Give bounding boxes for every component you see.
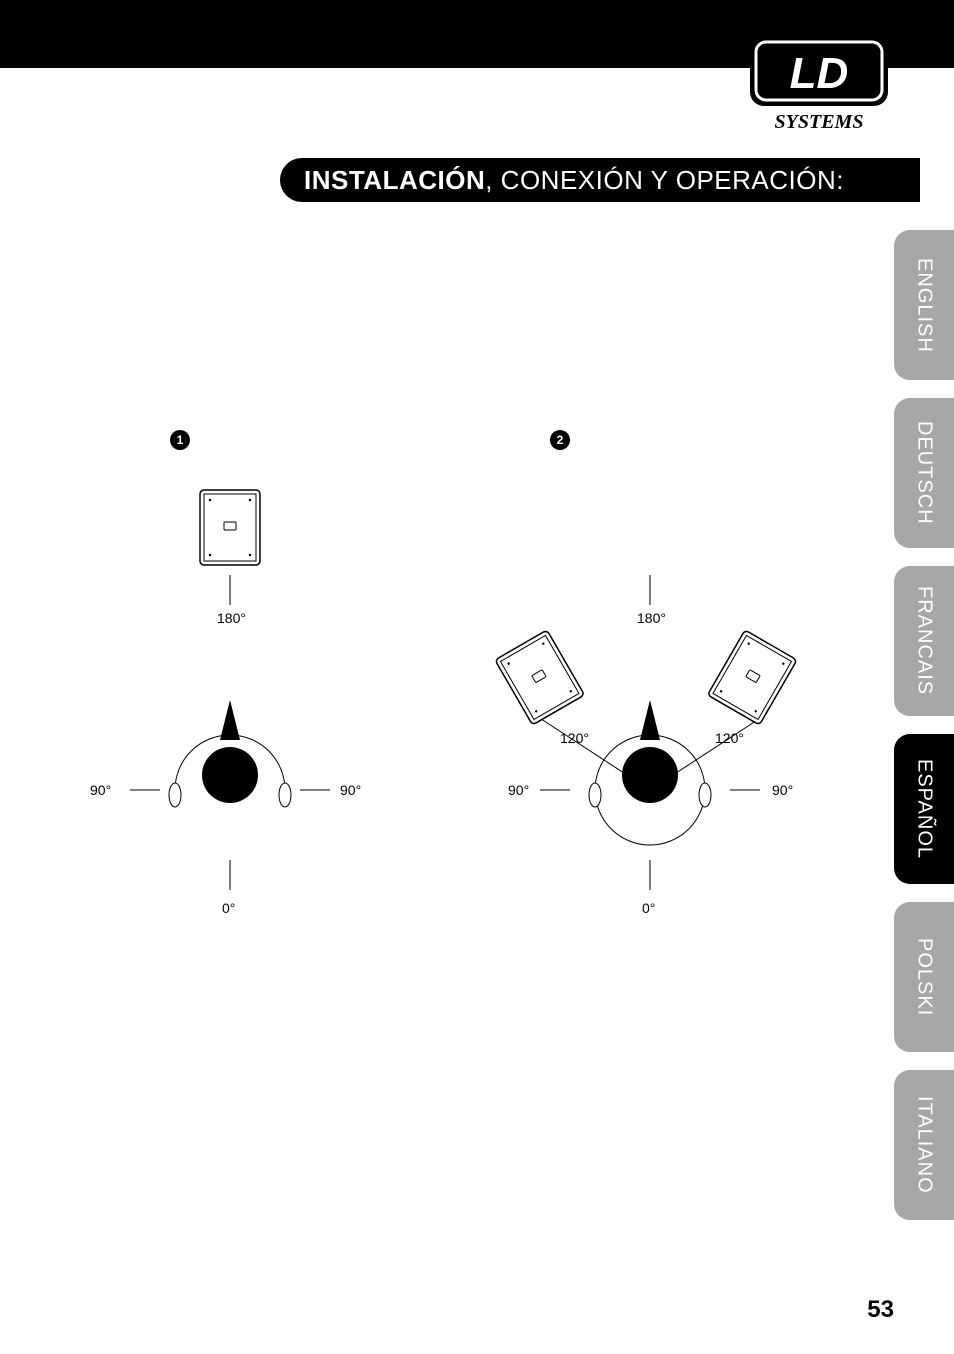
section-title-light: , CONEXIÓN Y OPERACIÓN: (485, 165, 844, 196)
d2-120l: 120° (560, 730, 589, 746)
lang-label: ESPAÑOL (913, 759, 936, 859)
section-title-bar: INSTALACIÓN , CONEXIÓN Y OPERACIÓN: (280, 158, 920, 202)
lang-label: DEUTSCH (913, 421, 936, 525)
lang-tab-italiano[interactable]: ITALIANO (894, 1070, 954, 1220)
lang-tab-francais[interactable]: FRANCAIS (894, 566, 954, 716)
marker-text: 1 (177, 433, 184, 447)
lang-label: FRANCAIS (913, 586, 936, 695)
diagram-one (60, 460, 400, 960)
page-number: 53 (867, 1296, 894, 1324)
svg-text:SYSTEMS: SYSTEMS (775, 111, 864, 133)
d2-180: 180° (637, 610, 666, 626)
marker-text: 2 (557, 433, 564, 447)
ld-systems-logo: LD SYSTEMS (744, 30, 894, 135)
diagram-one-marker: 1 (170, 430, 190, 450)
diagram-area: 1 2 (60, 420, 860, 1020)
diagram-two (440, 460, 860, 960)
lang-tab-espanol[interactable]: ESPAÑOL (894, 734, 954, 884)
d2-120r: 120° (715, 730, 744, 746)
lang-tab-english[interactable]: ENGLISH (894, 230, 954, 380)
d2-0: 0° (642, 900, 655, 916)
language-tabs: ENGLISH DEUTSCH FRANCAIS ESPAÑOL POLSKI … (894, 230, 954, 1220)
lang-label: ENGLISH (913, 258, 936, 353)
d2-90r: 90° (772, 782, 793, 798)
lang-tab-polski[interactable]: POLSKI (894, 902, 954, 1052)
d1-90l: 90° (90, 782, 111, 798)
diagram-two-marker: 2 (550, 430, 570, 450)
d1-90r: 90° (340, 782, 361, 798)
d2-90l: 90° (508, 782, 529, 798)
lang-label: POLSKI (913, 938, 936, 1016)
d1-0: 0° (222, 900, 235, 916)
lang-tab-deutsch[interactable]: DEUTSCH (894, 398, 954, 548)
d1-180: 180° (217, 610, 246, 626)
section-title-bold: INSTALACIÓN (304, 165, 485, 196)
lang-label: ITALIANO (913, 1096, 936, 1194)
svg-text:LD: LD (790, 49, 849, 98)
